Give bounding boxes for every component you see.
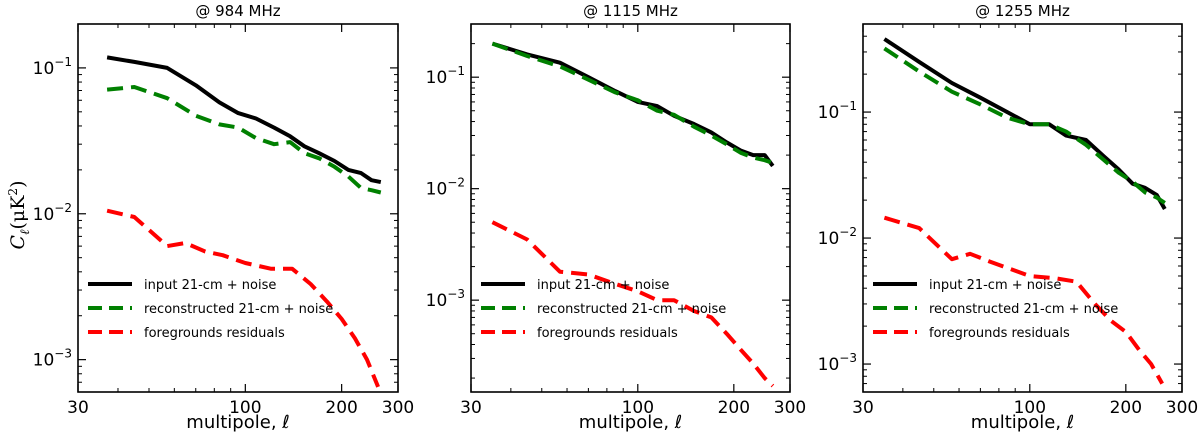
y-tick-label: 10−1 (33, 55, 72, 79)
y-axis-label: Cℓ(μK2) (6, 181, 33, 250)
legend: input 21-cm + noise reconstructed 21-cm +… (873, 278, 1118, 341)
x-tick-label: 100 (1014, 398, 1046, 418)
series-line-residuals (883, 215, 1164, 385)
y-tick-label: 10−1 (426, 64, 465, 88)
series-line-input (491, 41, 775, 168)
series-line-reconstructed (491, 41, 774, 165)
series-group (491, 41, 775, 388)
y-tick-label: 10−1 (818, 99, 857, 123)
x-tick-label: 200 (1110, 398, 1142, 418)
series-line-residuals (491, 220, 775, 388)
y-tick-label: 10−2 (818, 225, 857, 249)
legend-label: foregrounds residuals (144, 326, 285, 341)
y-tick-label: 10−2 (426, 176, 465, 200)
x-tick-label: 300 (774, 398, 806, 418)
legend-label: reconstructed 21-cm + noise (929, 302, 1118, 317)
x-tick-label: 200 (718, 398, 750, 418)
y-tick-label: 10−3 (818, 351, 857, 375)
x-tick-label: 200 (325, 398, 357, 418)
y-tick-label: 10−3 (426, 287, 465, 311)
series-line-input (106, 55, 382, 185)
x-tick-label: 100 (622, 398, 654, 418)
series-line-residuals (106, 208, 380, 388)
x-tick-label: 100 (229, 398, 261, 418)
x-axis-label: multipole, ℓ (186, 412, 289, 433)
legend-label: foregrounds residuals (537, 326, 678, 341)
x-tick-label: 30 (460, 398, 482, 418)
x-tick-label: 30 (67, 398, 89, 418)
x-axis-label: multipole, ℓ (971, 412, 1074, 433)
panel-1115-mhz: @ 1115 MHz 30 100 200 300 10−3 10−2 10−1 multipo… (426, 2, 807, 433)
legend-label: foregrounds residuals (929, 326, 1070, 341)
plot-frame (470, 23, 791, 393)
panel-title: @ 1115 MHz (583, 2, 678, 20)
panel-title: @ 984 MHz (195, 2, 280, 20)
series-group (883, 37, 1167, 385)
x-tick-label: 300 (382, 398, 414, 418)
legend-label: input 21-cm + noise (144, 278, 276, 293)
legend: input 21-cm + noise reconstructed 21-cm +… (481, 278, 726, 341)
series-group (106, 55, 382, 388)
plot-frame (862, 23, 1183, 393)
legend: input 21-cm + noise reconstructed 21-cm +… (88, 278, 333, 341)
y-tick-label: 10−3 (33, 347, 72, 371)
x-axis-label: multipole, ℓ (579, 412, 682, 433)
x-tick-label: 30 (852, 398, 874, 418)
x-tick-label: 300 (1166, 398, 1198, 418)
panel-984-mhz: @ 984 MHz 30 100 200 300 10−3 10−2 10−1 multipol… (33, 2, 415, 433)
panel-title: @ 1255 MHz (975, 2, 1070, 20)
series-line-reconstructed (106, 85, 382, 195)
panel-1255-mhz: @ 1255 MHz 30 100 200 300 10−3 10−2 10−1 multipo… (818, 2, 1199, 433)
legend-label: reconstructed 21-cm + noise (537, 302, 726, 317)
series-line-reconstructed (883, 46, 1166, 205)
legend-label: reconstructed 21-cm + noise (144, 302, 333, 317)
y-tick-label: 10−2 (33, 201, 72, 225)
legend-label: input 21-cm + noise (929, 278, 1061, 293)
legend-label: input 21-cm + noise (537, 278, 669, 293)
plot-frame (77, 23, 399, 393)
